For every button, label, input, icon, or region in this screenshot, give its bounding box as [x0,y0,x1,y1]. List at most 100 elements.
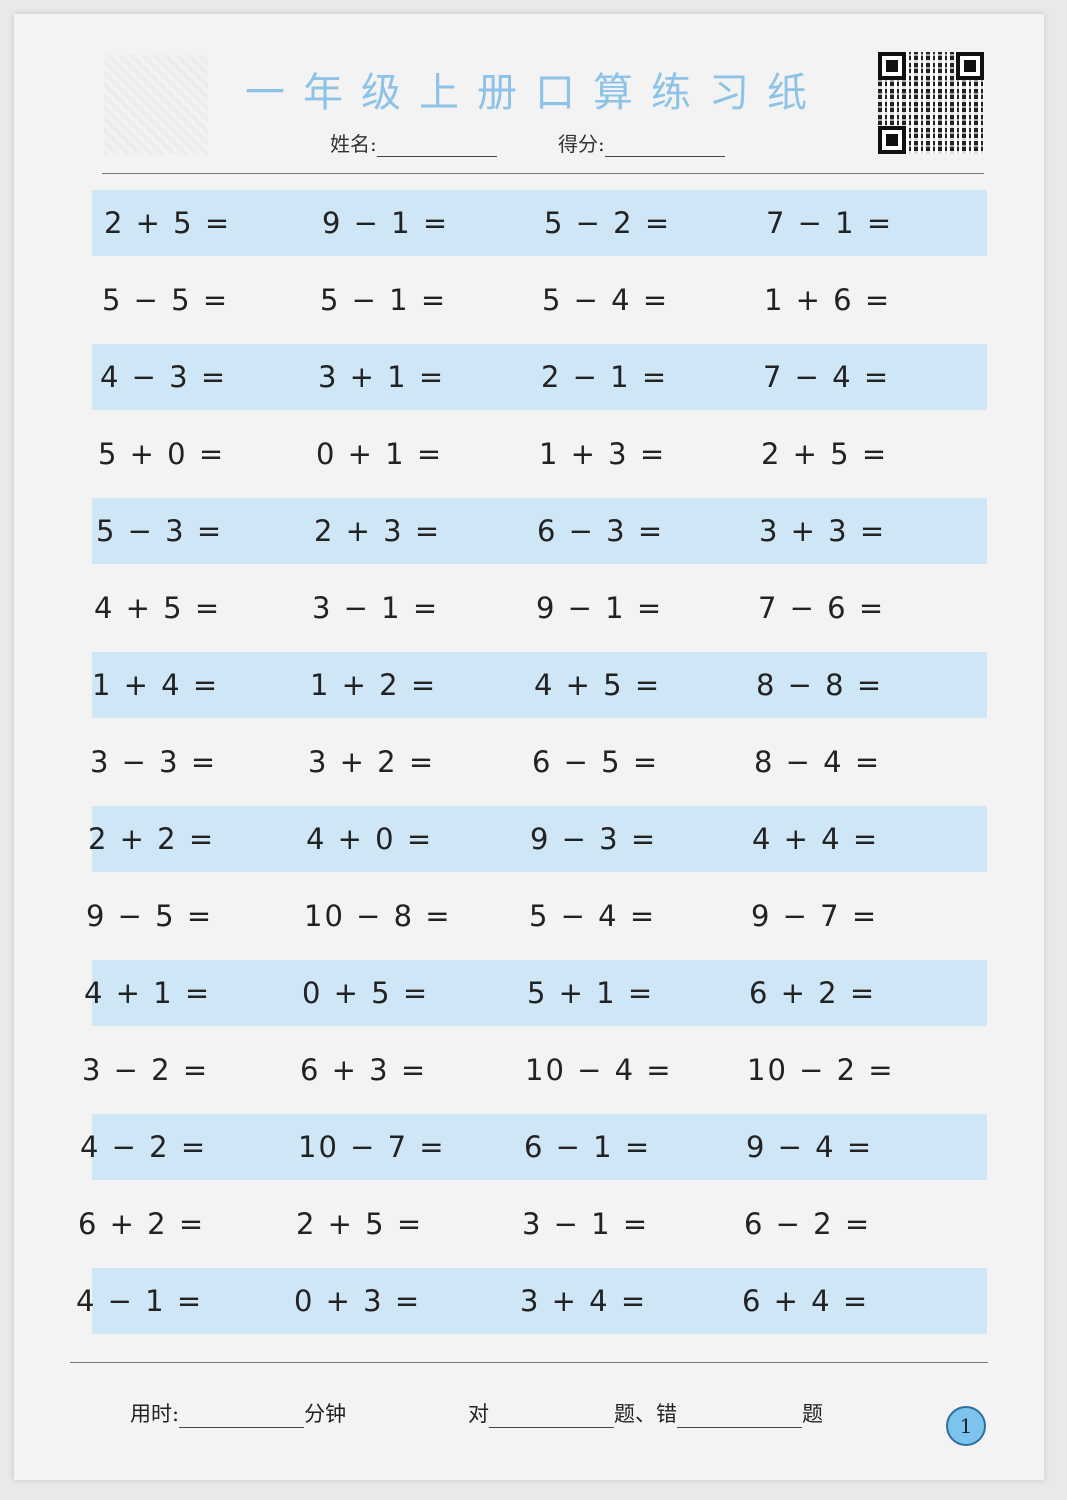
math-problem: 6 − 5 = [532,745,660,779]
math-problem: 0 + 1 = [316,437,444,471]
math-problem: 3 + 2 = [308,745,436,779]
math-problem: 4 − 3 = [100,360,228,394]
problem-row: 3 − 2 = 6 + 3 = 10 − 4 = 10 − 2 = [0,1035,1067,1112]
questions-label: 题 [802,1402,823,1426]
math-problem: 10 − 8 = [304,899,452,933]
qr-code [878,52,984,154]
correct-blank[interactable] [489,1405,614,1428]
problem-row-shaded: 5 − 3 = 2 + 3 = 6 − 3 = 3 + 3 = [0,496,1067,573]
faded-qr-code [104,55,208,155]
worksheet-title: 一年级上册口算练习纸 [245,70,825,116]
math-problem: 6 + 4 = [742,1284,870,1318]
math-problem: 1 + 4 = [92,668,220,702]
math-problem: 10 − 7 = [298,1130,446,1164]
name-field[interactable]: 姓名: [330,128,497,157]
time-blank[interactable] [179,1405,305,1428]
math-problem: 3 + 4 = [520,1284,648,1318]
qr-finder-icon [878,52,906,80]
math-problem: 1 + 2 = [310,668,438,702]
math-problem: 9 − 4 = [746,1130,874,1164]
math-problem: 2 + 3 = [314,514,442,548]
math-problem: 9 − 5 = [86,899,214,933]
math-problem: 1 + 3 = [539,437,667,471]
math-problem: 2 + 2 = [88,822,216,856]
name-label: 姓名: [330,132,377,156]
result-field[interactable]: 对 题、错 题 [468,1398,823,1428]
math-problem: 4 + 4 = [752,822,880,856]
header-divider [102,173,984,174]
minutes-label: 分钟 [304,1402,347,1426]
math-problem: 0 + 5 = [302,976,430,1010]
problem-row-shaded: 1 + 4 = 1 + 2 = 4 + 5 = 8 − 8 = [0,650,1067,727]
math-problem: 3 + 3 = [759,514,887,548]
math-problem: 3 + 1 = [318,360,446,394]
qr-finder-icon [956,52,984,80]
math-problem: 6 − 1 = [524,1130,652,1164]
math-problem: 5 + 0 = [98,437,226,471]
math-problem: 9 − 3 = [530,822,658,856]
math-problem: 4 + 0 = [306,822,434,856]
name-blank[interactable] [376,134,497,157]
math-problem: 7 − 4 = [763,360,891,394]
math-problem: 10 − 2 = [747,1053,895,1087]
worksheet-paper [14,14,1044,1480]
time-label: 用时: [130,1402,180,1426]
math-problem: 9 − 1 = [322,206,450,240]
math-problem: 0 + 3 = [294,1284,422,1318]
math-problem: 6 + 2 = [749,976,877,1010]
math-problem: 5 − 2 = [544,206,672,240]
wrong-label: 题、错 [614,1402,677,1426]
footer-divider [70,1362,988,1363]
math-problem: 4 + 5 = [94,591,222,625]
math-problem: 8 − 8 = [756,668,884,702]
math-problem: 5 − 4 = [529,899,657,933]
problem-grid: 2 + 5 = 9 − 1 = 5 − 2 = 7 − 1 = 5 − 5 = 5 − 1… [0,188,1067,1343]
problem-row: 9 − 5 = 10 − 8 = 5 − 4 = 9 − 7 = [0,881,1067,958]
math-problem: 1 + 6 = [764,283,892,317]
problem-row: 5 − 5 = 5 − 1 = 5 − 4 = 1 + 6 = [0,265,1067,342]
math-problem: 2 − 1 = [541,360,669,394]
math-problem: 4 + 5 = [534,668,662,702]
time-field[interactable]: 用时: 分钟 [130,1398,346,1428]
math-problem: 2 + 5 = [104,206,232,240]
math-problem: 6 + 3 = [300,1053,428,1087]
problem-row: 3 − 3 = 3 + 2 = 6 − 5 = 8 − 4 = [0,727,1067,804]
score-blank[interactable] [604,134,725,157]
problem-row-shaded: 4 − 1 = 0 + 3 = 3 + 4 = 6 + 4 = [0,1266,1067,1343]
score-label: 得分: [558,132,605,156]
problem-row-shaded: 4 − 2 = 10 − 7 = 6 − 1 = 9 − 4 = [0,1112,1067,1189]
math-problem: 5 − 3 = [96,514,224,548]
math-problem: 2 + 5 = [761,437,889,471]
math-problem: 5 + 1 = [527,976,655,1010]
problem-row: 5 + 0 = 0 + 1 = 1 + 3 = 2 + 5 = [0,419,1067,496]
math-problem: 4 + 1 = [84,976,212,1010]
math-problem: 7 − 1 = [766,206,894,240]
wrong-blank[interactable] [677,1405,802,1428]
qr-finder-icon [878,126,906,154]
math-problem: 3 − 1 = [522,1207,650,1241]
math-problem: 3 − 3 = [90,745,218,779]
math-problem: 7 − 6 = [758,591,886,625]
problem-row: 6 + 2 = 2 + 5 = 3 − 1 = 6 − 2 = [0,1189,1067,1266]
math-problem: 4 − 1 = [76,1284,204,1318]
problem-row-shaded: 4 + 1 = 0 + 5 = 5 + 1 = 6 + 2 = [0,958,1067,1035]
math-problem: 6 − 2 = [744,1207,872,1241]
math-problem: 10 − 4 = [525,1053,673,1087]
math-problem: 6 + 2 = [78,1207,206,1241]
math-problem: 9 − 1 = [536,591,664,625]
math-problem: 3 − 2 = [82,1053,210,1087]
score-field[interactable]: 得分: [558,128,725,157]
problem-row: 4 + 5 = 3 − 1 = 9 − 1 = 7 − 6 = [0,573,1067,650]
math-problem: 5 − 1 = [320,283,448,317]
problem-row-shaded: 2 + 5 = 9 − 1 = 5 − 2 = 7 − 1 = [0,188,1067,265]
math-problem: 8 − 4 = [754,745,882,779]
math-problem: 9 − 7 = [751,899,879,933]
math-problem: 5 − 4 = [542,283,670,317]
math-problem: 6 − 3 = [537,514,665,548]
math-problem: 5 − 5 = [102,283,230,317]
correct-label: 对 [468,1402,489,1426]
math-problem: 3 − 1 = [312,591,440,625]
math-problem: 4 − 2 = [80,1130,208,1164]
problem-row-shaded: 2 + 2 = 4 + 0 = 9 − 3 = 4 + 4 = [0,804,1067,881]
math-problem: 2 + 5 = [296,1207,424,1241]
